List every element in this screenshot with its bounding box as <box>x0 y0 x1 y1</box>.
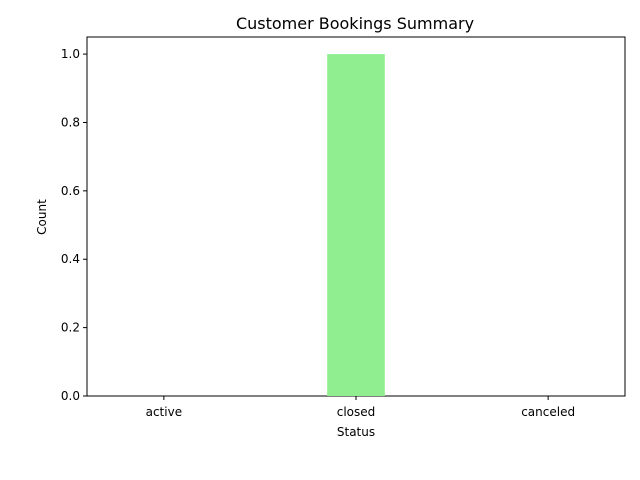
y-tick-label: 0.2 <box>61 321 80 335</box>
y-axis-ticks: 0.0 0.2 0.4 0.6 0.8 1.0 <box>61 47 87 403</box>
y-tick-label: 0.0 <box>61 389 80 403</box>
bars-group <box>327 54 385 396</box>
chart-title: Customer Bookings Summary <box>236 14 474 33</box>
bar-closed <box>327 54 385 396</box>
y-tick-label: 0.8 <box>61 115 80 129</box>
y-tick-label: 0.4 <box>61 252 80 266</box>
x-axis-ticks: active closed canceled <box>146 396 575 419</box>
x-axis-label: Status <box>337 425 375 439</box>
y-tick-label: 0.6 <box>61 184 80 198</box>
x-tick-label-canceled: canceled <box>521 405 575 419</box>
x-tick-label-active: active <box>146 405 182 419</box>
x-tick-label-closed: closed <box>337 405 376 419</box>
y-axis-label: Count <box>35 199 49 235</box>
y-tick-label: 1.0 <box>61 47 80 61</box>
